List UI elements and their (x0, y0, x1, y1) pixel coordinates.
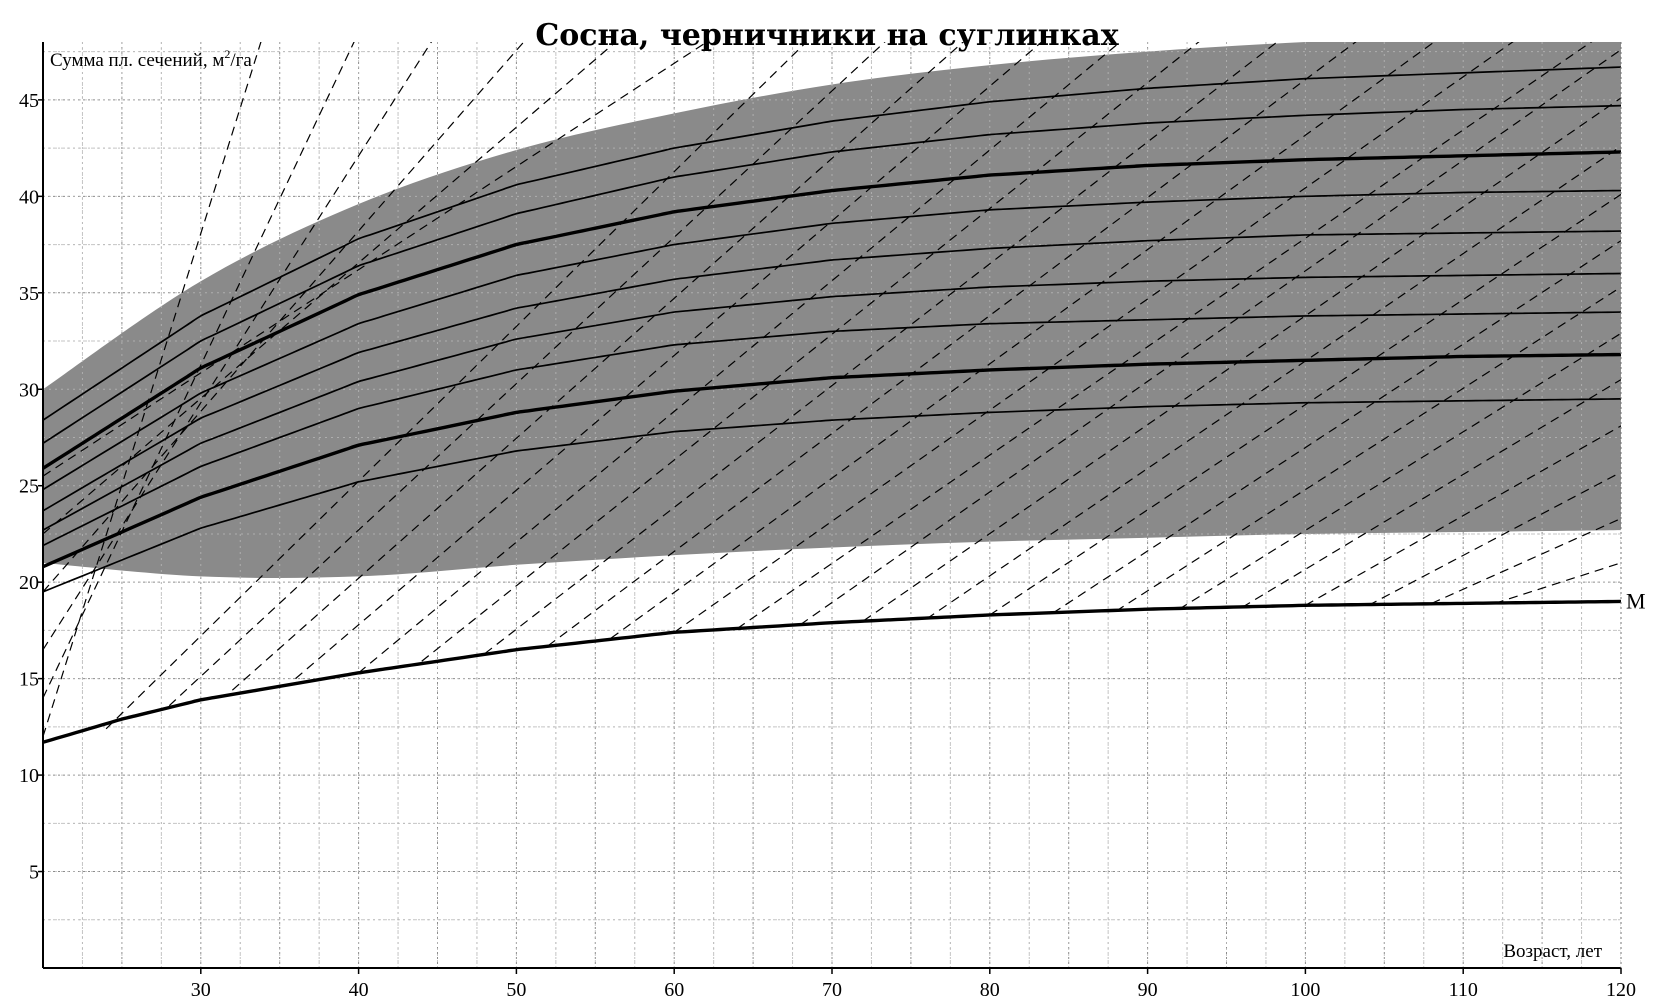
dashed-line (1494, 562, 1621, 604)
dashed-line (43, 42, 617, 535)
dashed-line (673, 42, 1514, 633)
y-axis-label-sup: 2 (224, 47, 230, 61)
y-tick-label: 40 (19, 186, 39, 208)
dashed-line (926, 145, 1621, 620)
dashed-line (989, 193, 1621, 616)
dashed-line (547, 42, 1357, 647)
dashed-line (736, 42, 1593, 629)
series-line-3 (42, 150, 1622, 470)
x-tick-label: 70 (822, 979, 842, 1001)
dashed-line (1115, 286, 1621, 612)
dashed-line (43, 42, 708, 477)
x-tick-label: 90 (1138, 979, 1158, 1001)
series-line-2 (42, 104, 1622, 444)
x-tick-label: 80 (980, 979, 1000, 1001)
dashed-line (1241, 379, 1621, 608)
dashed-line (105, 42, 808, 730)
x-tick-label: 120 (1606, 979, 1636, 1001)
dashed-line (1368, 471, 1621, 606)
dashed-line (295, 42, 1043, 680)
dashed-line (43, 42, 262, 737)
dashed-lines (43, 42, 1621, 737)
x-tick-label: 50 (506, 979, 526, 1001)
series-line-4 (42, 189, 1622, 491)
band-grid (43, 42, 1621, 968)
series-line-m (42, 599, 1622, 744)
y-tick-label: 30 (19, 379, 39, 401)
dashed-line (484, 42, 1279, 655)
series-line-9 (42, 398, 1622, 593)
dashed-line (43, 42, 355, 699)
y-tick-label: 25 (19, 476, 39, 498)
x-tick-label: 30 (191, 979, 211, 1001)
y-tick-label: 5 (29, 862, 39, 884)
y-axis-label-text: Сумма пл. сечений, м (50, 50, 224, 71)
series-line-6 (42, 272, 1622, 531)
series-line-7 (42, 311, 1622, 547)
dashed-line (421, 42, 1200, 662)
dashed-line (610, 42, 1436, 639)
dashed-line (1305, 425, 1621, 606)
dashed-line (1052, 240, 1621, 614)
dashed-line (800, 49, 1621, 626)
series-label-m: M (1626, 588, 1646, 613)
dashed-line (43, 42, 525, 593)
x-tick-label: 100 (1290, 979, 1320, 1001)
y-axis-label: Сумма пл. сечений, м2/га (50, 47, 252, 71)
tick-labels: 30 40 50 60 70 80 90 100 110 120 5 10 15 20 25 30 35 40 45 (19, 90, 1636, 1001)
y-tick-label: 15 (19, 669, 39, 691)
dashed-line (1431, 517, 1621, 604)
y-tick-label: 45 (19, 90, 39, 112)
series-line-8 (42, 352, 1622, 569)
dashed-line (1178, 332, 1621, 610)
dashed-line (168, 42, 886, 707)
chart-title: Сосна, черничники на суглинках (535, 18, 1119, 53)
dashed-line (43, 42, 433, 651)
x-tick-label: 60 (664, 979, 684, 1001)
x-tick-label: 110 (1449, 979, 1478, 1001)
dashed-line (231, 42, 965, 691)
x-axis-label: Возраст, лет (1503, 941, 1602, 962)
y-tick-label: 10 (19, 765, 39, 787)
y-axis-label-tail: /га (230, 50, 252, 71)
dashed-line (358, 42, 1122, 674)
y-tick-label: 20 (19, 572, 39, 594)
y-tick-label: 35 (19, 283, 39, 305)
x-tick-label: 40 (349, 979, 369, 1001)
series-lines: M (42, 66, 1646, 744)
series-line-1 (42, 66, 1622, 421)
dashed-line (863, 97, 1621, 622)
series-line-5 (42, 230, 1622, 512)
